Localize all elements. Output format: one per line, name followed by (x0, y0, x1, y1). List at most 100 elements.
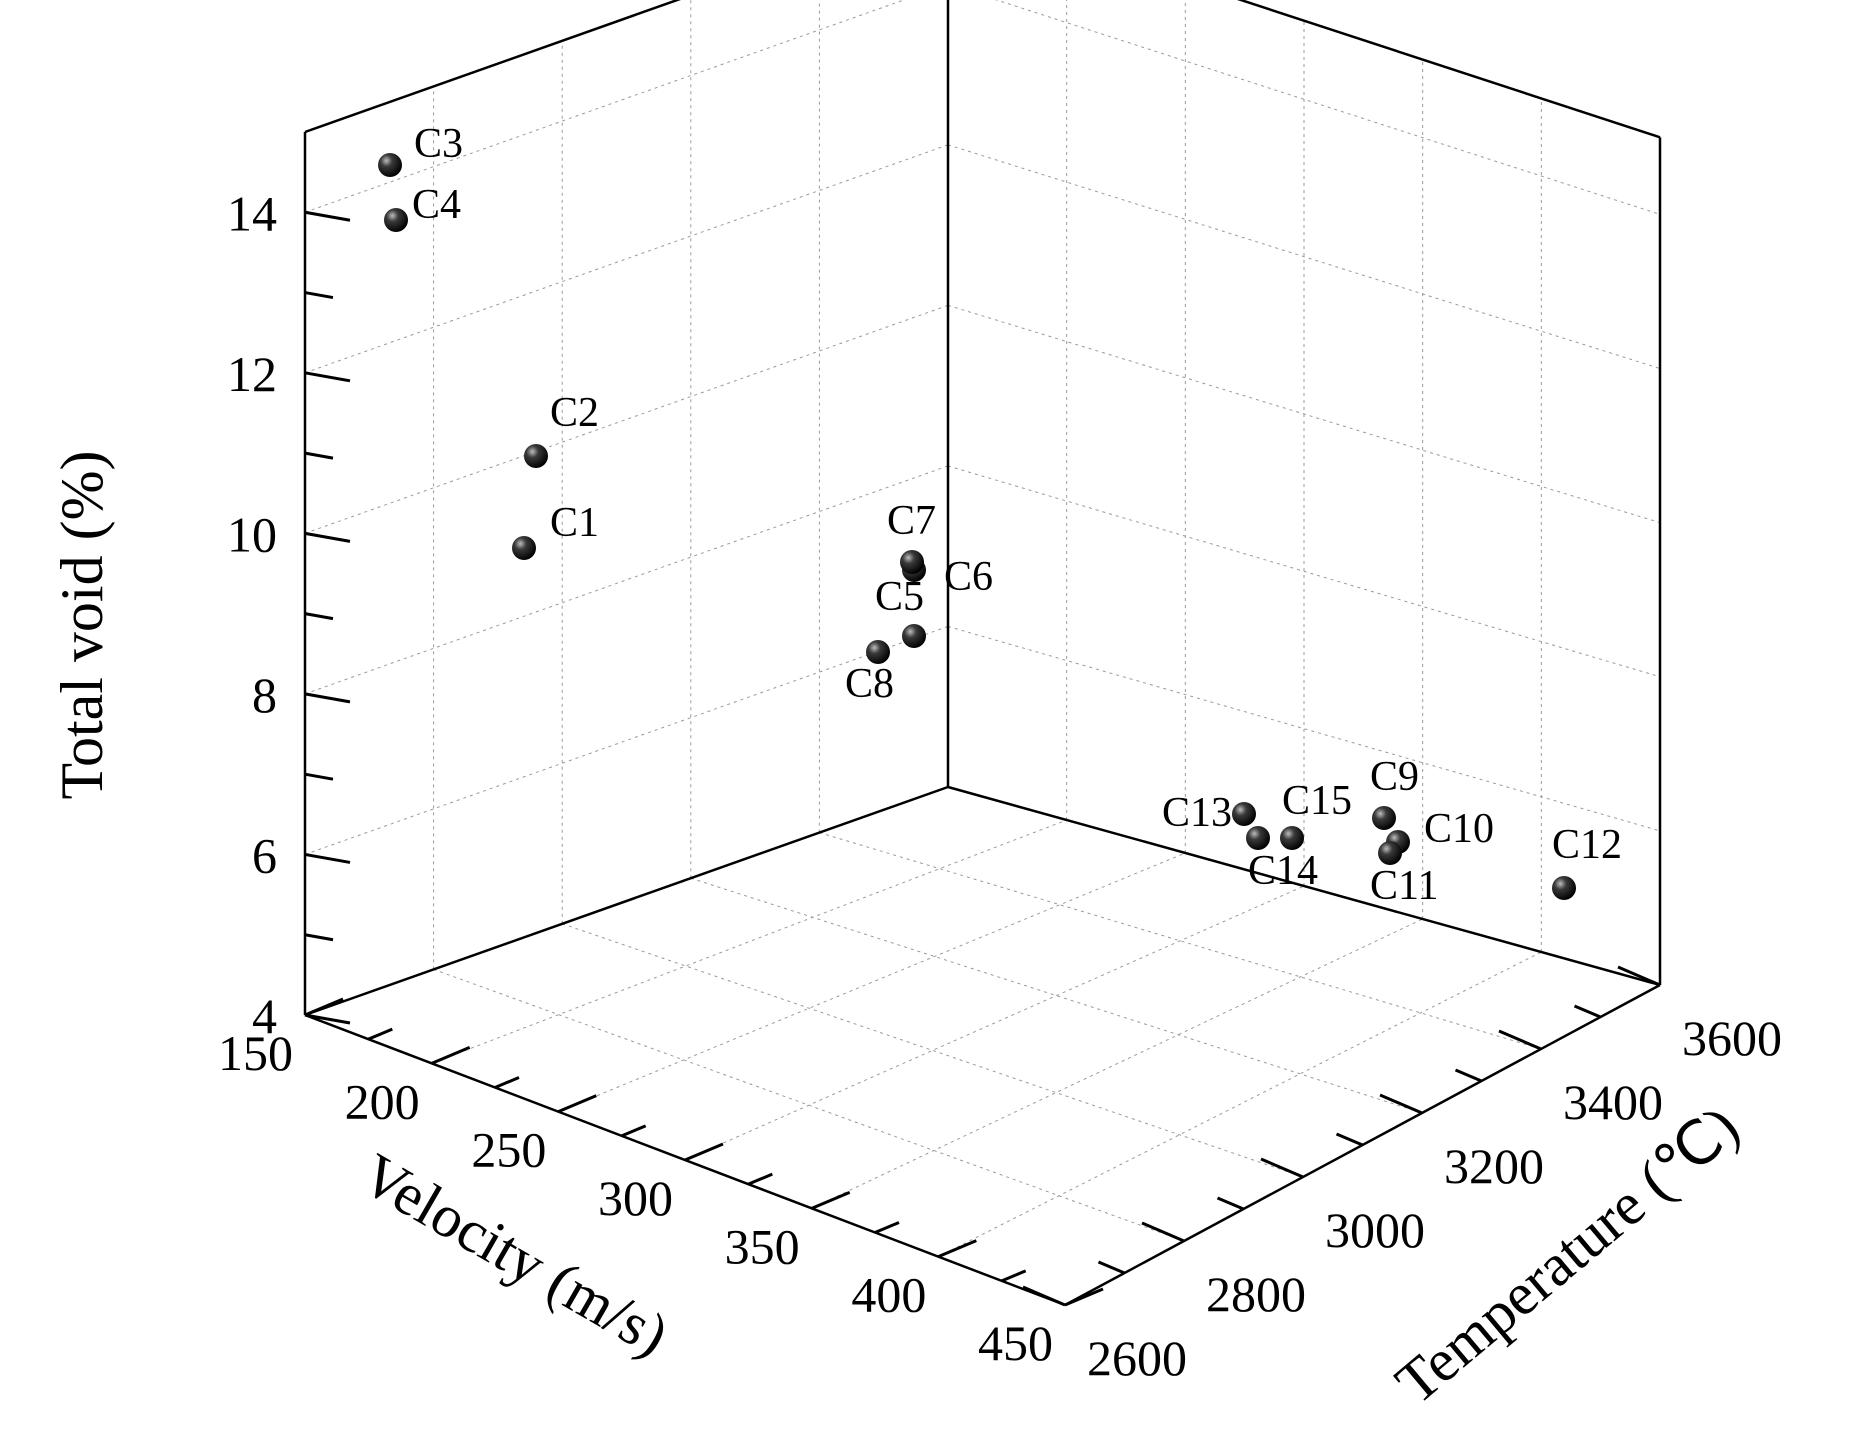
axis-edge (304, 785, 949, 1017)
grid-line (995, 0, 1661, 215)
data-point-c15: C15 (1280, 778, 1352, 850)
data-point-label: C13 (1162, 790, 1232, 836)
data-point-c8: C8 (845, 640, 894, 707)
data-point-marker (1378, 841, 1402, 865)
data-point-label: C15 (1282, 778, 1352, 824)
x-tick-label: 350 (725, 1218, 800, 1274)
data-point-label: C1 (550, 500, 599, 546)
y-tick (1379, 1093, 1423, 1115)
z-tick (304, 531, 351, 543)
y-axis-title: Temperature (℃) (1383, 1093, 1751, 1417)
grid-line (947, 625, 1661, 832)
y-tick (1022, 1285, 1066, 1307)
grid-line (431, 819, 1067, 1064)
data-point-marker (524, 444, 548, 468)
data-point-label: C11 (1370, 863, 1438, 909)
data-point-label: C12 (1552, 822, 1622, 868)
data-point-c5: C5 (875, 574, 926, 648)
y-minor-tick (1573, 1004, 1602, 1019)
axis-edge (304, 0, 682, 134)
x-minor-tick (1001, 1269, 1027, 1283)
data-point-marker (1280, 826, 1304, 850)
grid-line (947, 144, 1661, 369)
x-tick (1064, 1287, 1104, 1307)
data-point-marker (866, 640, 890, 664)
grid-line (947, 465, 1661, 678)
x-tick (684, 1142, 724, 1162)
x-tick (811, 1190, 851, 1210)
z-tick (304, 692, 351, 704)
data-point-c11: C11 (1370, 841, 1438, 909)
data-point-marker (1246, 826, 1270, 850)
x-tick-label: 250 (471, 1122, 546, 1178)
z-axis-title: Total void (%) (49, 450, 115, 799)
axis-edge (947, 785, 1661, 987)
data-point-c3: C3 (378, 121, 463, 177)
data-point-marker (378, 153, 402, 177)
axis-edge (1236, 0, 1661, 139)
data-point-marker (1232, 802, 1256, 826)
data-point-c4: C4 (384, 182, 461, 232)
z-minor-tick (304, 612, 334, 621)
grid-line (562, 923, 1304, 1178)
data-point-label: C8 (845, 661, 894, 707)
z-minor-tick (304, 291, 334, 300)
axes-layer (303, 0, 1662, 1307)
x-tick-label: 450 (978, 1315, 1053, 1371)
z-minor-tick (304, 451, 334, 460)
data-point-c13: C13 (1162, 790, 1256, 836)
grid-line (304, 144, 949, 374)
grid-line (947, 304, 1661, 524)
data-point-marker (900, 550, 924, 574)
data-point-label: C10 (1424, 806, 1494, 852)
z-tick-label: 4 (252, 988, 277, 1044)
x-tick (937, 1239, 977, 1259)
z-tick-label: 6 (252, 827, 277, 883)
x-minor-tick (367, 1027, 393, 1041)
y-minor-tick (1216, 1196, 1245, 1211)
data-point-label: C3 (414, 121, 463, 167)
data-point-label: C4 (412, 182, 461, 228)
grid-line (938, 951, 1542, 1258)
grid-layer (304, 0, 1661, 1306)
data-point-marker (512, 536, 536, 560)
z-tick (304, 852, 351, 864)
data-point-label: C14 (1248, 848, 1318, 894)
x-tick-label: 300 (598, 1170, 673, 1226)
x-minor-tick (494, 1076, 520, 1089)
data-point-c6: C6 (902, 554, 993, 600)
grid-line (304, 625, 949, 855)
grid-line (304, 0, 906, 213)
data-point-marker (384, 208, 408, 232)
z-tick (304, 1013, 351, 1025)
data-point-c1: C1 (512, 500, 599, 560)
y-tick-label: 3000 (1325, 1202, 1425, 1258)
y-tick-label: 3600 (1682, 1010, 1782, 1066)
z-minor-tick (304, 933, 334, 942)
z-tick (304, 371, 351, 383)
data-point-marker (1372, 806, 1396, 830)
data-point-marker (1552, 876, 1576, 900)
x-tick-label: 400 (851, 1267, 926, 1323)
grid-line (558, 852, 1186, 1113)
z-tick-label: 8 (252, 667, 277, 723)
data-point-c10: C10 (1386, 806, 1494, 854)
data-point-c14: C14 (1246, 826, 1318, 894)
x-tick-label: 150 (218, 1025, 293, 1081)
y-tick (1260, 1157, 1304, 1179)
x-minor-tick (621, 1124, 647, 1138)
z-tick-label: 12 (227, 346, 277, 402)
z-tick (304, 210, 351, 222)
y-tick (1498, 1029, 1542, 1051)
y-minor-tick (1335, 1132, 1364, 1147)
data-point-c9: C9 (1370, 754, 1419, 830)
x-tick (431, 1045, 471, 1065)
z-tick-label: 10 (227, 506, 277, 562)
data-point-c12: C12 (1552, 822, 1622, 900)
x-tick (557, 1094, 597, 1114)
y-tick (1617, 965, 1661, 987)
y-minor-tick (1097, 1260, 1126, 1275)
y-minor-tick (1454, 1068, 1483, 1083)
